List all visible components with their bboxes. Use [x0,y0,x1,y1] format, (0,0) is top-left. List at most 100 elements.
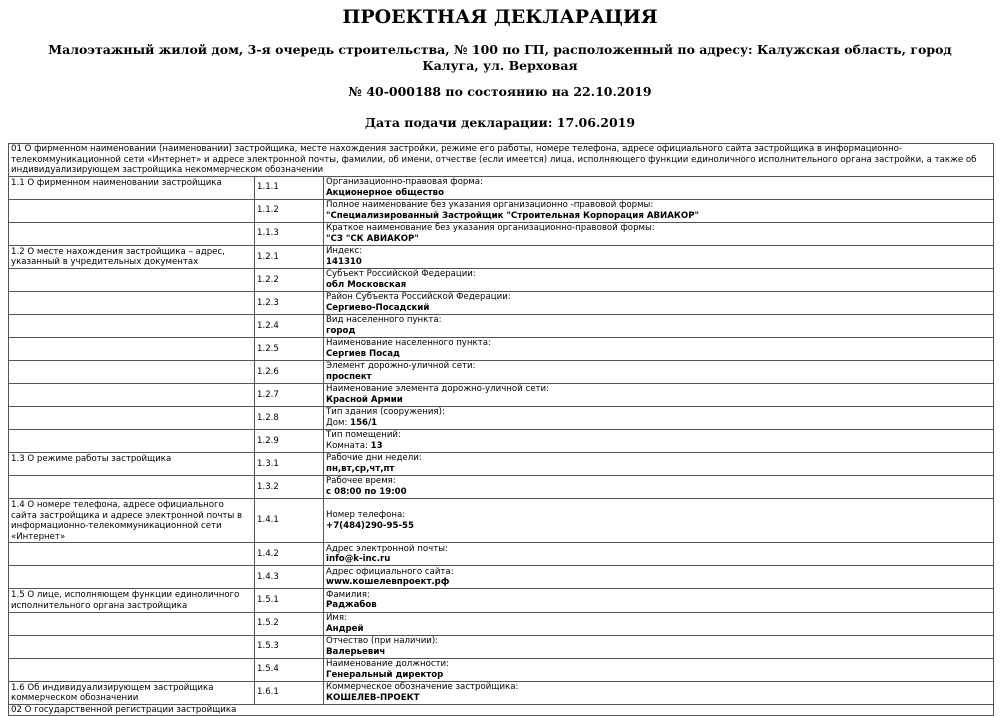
code-cell: 1.4.3 [254,565,324,590]
code-cell: 1.3.2 [254,474,324,499]
table-row: 1.4.3 Адрес официального сайта: www.кошеле… [8,565,994,590]
table-row: 1.2.5 Наименование населенного пункта: Сер… [8,336,994,361]
field-value: "СЗ "СК АВИАКОР" [326,233,419,244]
table-row: 1.6 Об индивидуализирующем застройщика к… [8,680,994,705]
group-cell [8,313,255,338]
field-value: Сергиев Посад [326,348,400,359]
field-value: "Специализированный Застройщик "Строител… [326,210,699,221]
value-cell: Наименование должности: Генеральный дирек… [323,657,994,682]
value-cell: Краткое наименование без указания органи… [323,221,994,246]
field-label: Вид населенного пункта: [326,315,442,326]
field-value: 13 [370,440,383,451]
group-cell [8,405,255,430]
group-cell [8,359,255,384]
value-cell: Полное наименование без указания организ… [323,198,994,223]
field-label: Тип здания (сооружения): [326,407,445,418]
code-cell: 1.2.8 [254,405,324,430]
field-value: Акционерное общество [326,187,445,198]
group-cell: 1.3 О режиме работы застройщика [8,451,255,476]
object-description: Малоэтажный жилой дом, 3-я очередь строи… [48,42,952,73]
table-row: 1.2.8 Тип здания (сооружения): Дом: 156/1 [8,405,994,430]
document-title: ПРОЕКТНАЯ ДЕКЛАРАЦИЯ [342,6,658,28]
field-value: обл Московская [326,279,407,290]
code-cell: 1.6.1 [254,680,324,705]
code-cell: 1.3.1 [254,451,324,476]
field-value: +7(484)290-95-55 [326,520,414,531]
table-row: 1.2.6 Элемент дорожно-уличной сети: проспе… [8,359,994,384]
declaration-table: 01 О фирменном наименовании (наименовани… [8,143,994,716]
value-cell: Субъект Российской Федерации: обл Московс… [323,267,994,292]
group-cell [8,428,255,453]
field-label: Элемент дорожно-уличной сети: [326,361,476,372]
group-cell: 1.6 Об индивидуализирующем застройщика к… [8,680,255,705]
value-cell: Адрес официального сайта: www.кошелевпрое… [323,565,994,590]
code-cell: 1.5.4 [254,657,324,682]
code-cell: 1.5.2 [254,611,324,636]
table-row: 1.5.3 Отчество (при наличии): Валерьевич [8,634,994,659]
value-cell: Рабочие дни недели: пн,вт,ср,чт,пт [323,451,994,476]
field-value: КОШЕЛЕВ-ПРОЕКТ [326,692,420,703]
value-cell: Элемент дорожно-уличной сети: проспект [323,359,994,384]
table-row: 1.3.2 Рабочее время: с 08:00 по 19:00 [8,474,994,499]
section-02-header: 02 О государственной регистрации застрой… [8,703,994,716]
code-cell: 1.1.2 [254,198,324,223]
field-value: 141310 [326,256,362,267]
table-row: 1.2.3 Район Субъекта Российской Федерации… [8,290,994,315]
value-cell: Вид населенного пункта: город [323,313,994,338]
field-label: Индекс: [326,246,363,257]
section-01-header: 01 О фирменном наименовании (наименовани… [8,143,994,177]
code-cell: 1.2.6 [254,359,324,384]
value-cell: Номер телефона: +7(484)290-95-55 [323,497,994,544]
field-value: проспект [326,371,372,382]
field-label: Краткое наименование без указания органи… [326,223,655,234]
code-cell: 1.2.2 [254,267,324,292]
code-cell: 1.1.3 [254,221,324,246]
group-cell: 1.1 О фирменном наименовании застройщика [8,175,255,200]
field-label: Адрес электронной почты: [326,543,448,554]
value-cell: Район Субъекта Российской Федерации: Серг… [323,290,994,315]
field-value: пн,вт,ср,чт,пт [326,463,395,474]
field-value: Красной Армии [326,394,403,405]
group-cell: 1.4 О номере телефона, адресе официально… [8,497,255,544]
group-cell [8,611,255,636]
field-label: Полное наименование без указания организ… [326,200,654,211]
field-label: Организационно-правовая форма: [326,177,483,188]
field-label: Субъект Российской Федерации: [326,269,476,280]
group-cell [8,657,255,682]
field-value: с 08:00 по 19:00 [326,486,407,497]
table-row: 1.4.2 Адрес электронной почты: info@k-inc.… [8,542,994,567]
value-cell: Адрес электронной почты: info@k-inc.ru [323,542,994,567]
field-value: Сергиево-Посадский [326,302,430,313]
group-cell [8,565,255,590]
group-cell [8,267,255,292]
value-cell: Наименование населенного пункта: Сергиев … [323,336,994,361]
table-row: 1.2.4 Вид населенного пункта: город [8,313,994,338]
group-cell [8,474,255,499]
table-row: 1.2.9 Тип помещений: Комната: 13 [8,428,994,453]
code-cell: 1.2.3 [254,290,324,315]
field-value: Андрей [326,623,364,634]
group-cell [8,634,255,659]
group-cell: 1.2 О месте нахождения застройщика – адр… [8,244,255,269]
table-row: 1.1.2 Полное наименование без указания ор… [8,198,994,223]
field-value: 156/1 [350,417,378,428]
code-cell: 1.5.3 [254,634,324,659]
field-prefix: Комната: [326,440,371,451]
group-cell [8,221,255,246]
field-label: Адрес официального сайта: [326,566,454,577]
table-row: 1.4 О номере телефона, адресе официально… [8,497,994,544]
group-cell [8,382,255,407]
value-cell: Коммерческое обозначение застройщика: КОШ… [323,680,994,705]
field-label: Номер телефона: [326,510,406,521]
value-cell: Организационно-правовая форма: Акционерно… [323,175,994,200]
group-cell [8,198,255,223]
group-cell: 1.5 О лице, исполняющем функции единолич… [8,588,255,613]
field-label: Рабочее время: [326,476,396,487]
field-value: Валерьевич [326,646,386,657]
table-row: 1.5.4 Наименование должности: Генеральный … [8,657,994,682]
field-prefix: Дом: [326,417,351,428]
value-cell: Тип здания (сооружения): Дом: 156/1 [323,405,994,430]
field-label: Имя: [326,612,347,623]
field-label: Коммерческое обозначение застройщика: [326,682,519,693]
field-value: info@k-inc.ru [326,554,391,565]
